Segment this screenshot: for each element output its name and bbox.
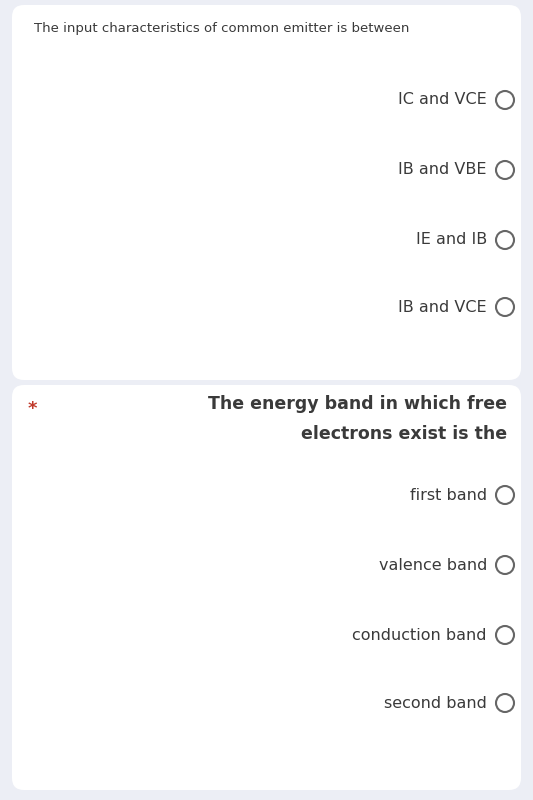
Text: The input characteristics of common emitter is between: The input characteristics of common emit… xyxy=(34,22,409,35)
Text: conduction band: conduction band xyxy=(352,627,487,642)
Text: IB and VCE: IB and VCE xyxy=(398,299,487,314)
Circle shape xyxy=(496,161,514,179)
Circle shape xyxy=(496,626,514,644)
Text: IE and IB: IE and IB xyxy=(416,233,487,247)
Circle shape xyxy=(496,231,514,249)
Text: electrons exist is the: electrons exist is the xyxy=(301,425,507,443)
FancyBboxPatch shape xyxy=(12,5,521,380)
Circle shape xyxy=(496,486,514,504)
Text: IB and VBE: IB and VBE xyxy=(399,162,487,178)
Text: IC and VCE: IC and VCE xyxy=(398,93,487,107)
Circle shape xyxy=(496,298,514,316)
Text: second band: second band xyxy=(384,695,487,710)
Text: *: * xyxy=(28,400,37,418)
Text: valence band: valence band xyxy=(378,558,487,573)
Circle shape xyxy=(496,694,514,712)
FancyBboxPatch shape xyxy=(12,385,521,790)
Text: first band: first band xyxy=(410,487,487,502)
Circle shape xyxy=(496,556,514,574)
Text: The energy band in which free: The energy band in which free xyxy=(208,395,507,413)
Circle shape xyxy=(496,91,514,109)
